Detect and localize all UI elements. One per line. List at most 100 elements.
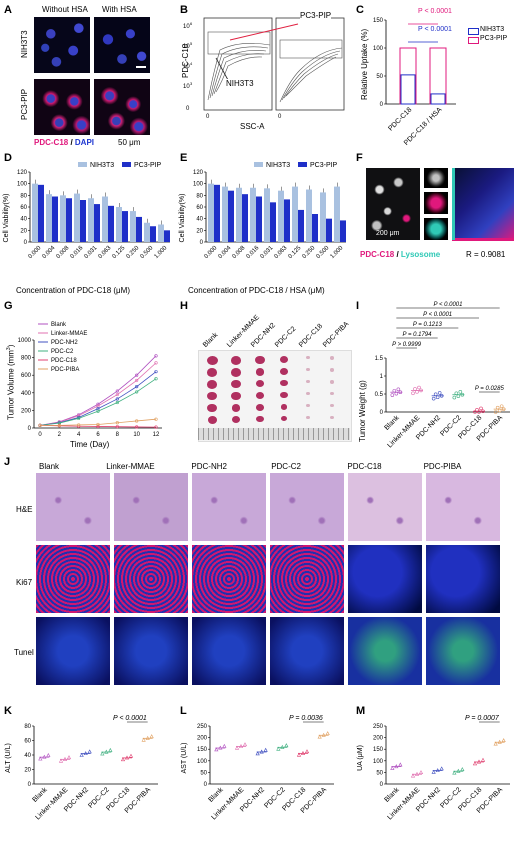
b-tick-4: 10	[183, 24, 190, 30]
m-ytick-label: 50	[376, 770, 383, 776]
j-label-pdc-nh2: PDC-NH2	[191, 462, 227, 471]
j-label-pdc-piba: PDC-PIBA	[423, 462, 462, 471]
d-bar-pc3	[80, 200, 86, 242]
g-point	[135, 425, 139, 429]
e-bar-pc3	[326, 218, 332, 242]
m-point	[493, 741, 498, 746]
d-legend-swatch-pc3	[122, 162, 131, 167]
e-tick-label: 0.250	[302, 245, 317, 260]
i-point	[452, 395, 457, 400]
tumor-sample	[231, 380, 241, 389]
c-ylabel: Relative Uptake (%)	[360, 28, 369, 100]
tumor-sample	[230, 368, 242, 377]
k-category-label: Blank	[31, 786, 49, 804]
k-point	[38, 756, 43, 761]
d-legend-nih: NIH3T3	[90, 162, 114, 169]
l-point	[296, 752, 302, 757]
l-ylabel: AST (U/L)	[181, 743, 188, 774]
g-point	[115, 389, 119, 393]
g-xlabel: Time (Day)	[70, 440, 110, 449]
tumor-sample	[230, 356, 242, 365]
d-ytick-label: 0	[24, 240, 28, 246]
d-bar-nih	[130, 211, 136, 242]
tumor-sample	[255, 392, 265, 399]
histology-tunel-linker-mmae	[114, 617, 188, 685]
i-pvalue: P < 0.0001	[423, 312, 452, 318]
l-ytick-label: 150	[197, 747, 208, 753]
l-ytick-label: 0	[204, 782, 208, 788]
d-tick-label: 0.008	[56, 245, 71, 260]
g-ytick-label: 200	[21, 408, 32, 414]
tumor-sample	[280, 368, 288, 375]
d-bar-nih	[116, 207, 122, 242]
arrow-line-2	[215, 57, 229, 81]
g-line-linker-mmae	[39, 362, 157, 426]
tumor-sample	[255, 368, 265, 376]
colocalization-scatter	[452, 168, 514, 240]
k-pvalue: P < 0.0001	[113, 715, 147, 722]
j-scale: 100 μm	[484, 689, 508, 696]
g-point	[96, 422, 100, 427]
e-bar-nih	[236, 187, 242, 242]
row-pc3pip: PC3-PIP	[20, 88, 29, 120]
tumor-sample	[280, 392, 288, 398]
tumor-sample	[255, 356, 265, 364]
tumor-sample	[306, 416, 310, 420]
k-ytick-label: 40	[24, 753, 31, 759]
l-point	[222, 743, 227, 748]
tumor-sample	[206, 380, 218, 389]
e-tick-label: 0.031	[260, 245, 275, 260]
e-tick-label: 0.004	[218, 245, 233, 260]
d-ylabel: Cell Viability(%)	[3, 194, 10, 243]
i-pvalue: P < 0.0001	[434, 302, 463, 308]
j-row-tunel: Tunel	[14, 648, 34, 657]
svg-text:0: 0	[278, 114, 282, 120]
l-pvalue: P = 0.0036	[289, 715, 323, 722]
g-xtick-label: 8	[116, 432, 120, 438]
tumor-sample	[206, 368, 218, 377]
i-ytick-label: 1.5	[375, 356, 384, 362]
tumor-sample	[256, 416, 264, 423]
j-label-blank: Blank	[39, 462, 60, 471]
i-point	[477, 410, 481, 414]
f-legend-lyso: Lysosome	[400, 250, 441, 259]
e-bar-nih	[320, 192, 326, 242]
tumor-sample	[206, 356, 218, 366]
b-tick-1: 10	[183, 84, 190, 90]
micrograph-lysosome	[366, 168, 420, 240]
g-legend-pdc-c18: PDC-C18	[51, 358, 77, 364]
d-ytick-label: 100	[17, 182, 28, 188]
i-ytick-label: 1	[380, 374, 384, 380]
f-scale: 200 μm	[376, 230, 400, 237]
d-tick-label: 0.250	[126, 245, 141, 260]
e-ytick-label: 80	[196, 193, 203, 199]
g-legend-linker-mmae: Linker-MMAE	[51, 331, 87, 337]
g-xtick-label: 2	[58, 432, 62, 438]
m-point	[452, 770, 457, 775]
e-legend-pc3: PC3-PIP	[310, 162, 338, 169]
k-point	[128, 753, 134, 758]
i-pvalue: P = 0.1213	[413, 322, 443, 328]
f-r-value: R = 0.9081	[466, 250, 506, 259]
m-point	[410, 773, 416, 778]
j-label-pdc-c18: PDC-C18	[347, 462, 382, 471]
chart-i: 00.511.5BlankLinker-MMAEPDC-NH2PDC-C2PDC…	[375, 302, 510, 449]
histology-ki67-linker-mmae	[114, 545, 188, 613]
d-tick-label: 1.000	[154, 245, 169, 260]
g-point	[96, 409, 100, 413]
d-bar-nih	[102, 196, 108, 242]
g-point	[57, 423, 61, 427]
l-point	[234, 745, 240, 750]
m-point	[501, 738, 506, 742]
d-tick-label: 0.000	[28, 245, 43, 260]
f-axis-teal	[452, 168, 455, 240]
l-point	[304, 749, 310, 754]
b-xlabel: SSC-A	[240, 122, 265, 131]
tumor-sample	[306, 356, 310, 360]
histology-he-pdc-nh2	[192, 473, 266, 541]
d-bar-nih	[32, 183, 38, 242]
panel-label-i: I	[356, 300, 360, 312]
c-pvalue-1: P < 0.0001	[418, 8, 452, 15]
i-point	[417, 385, 421, 390]
flow-contours-2	[279, 47, 343, 103]
